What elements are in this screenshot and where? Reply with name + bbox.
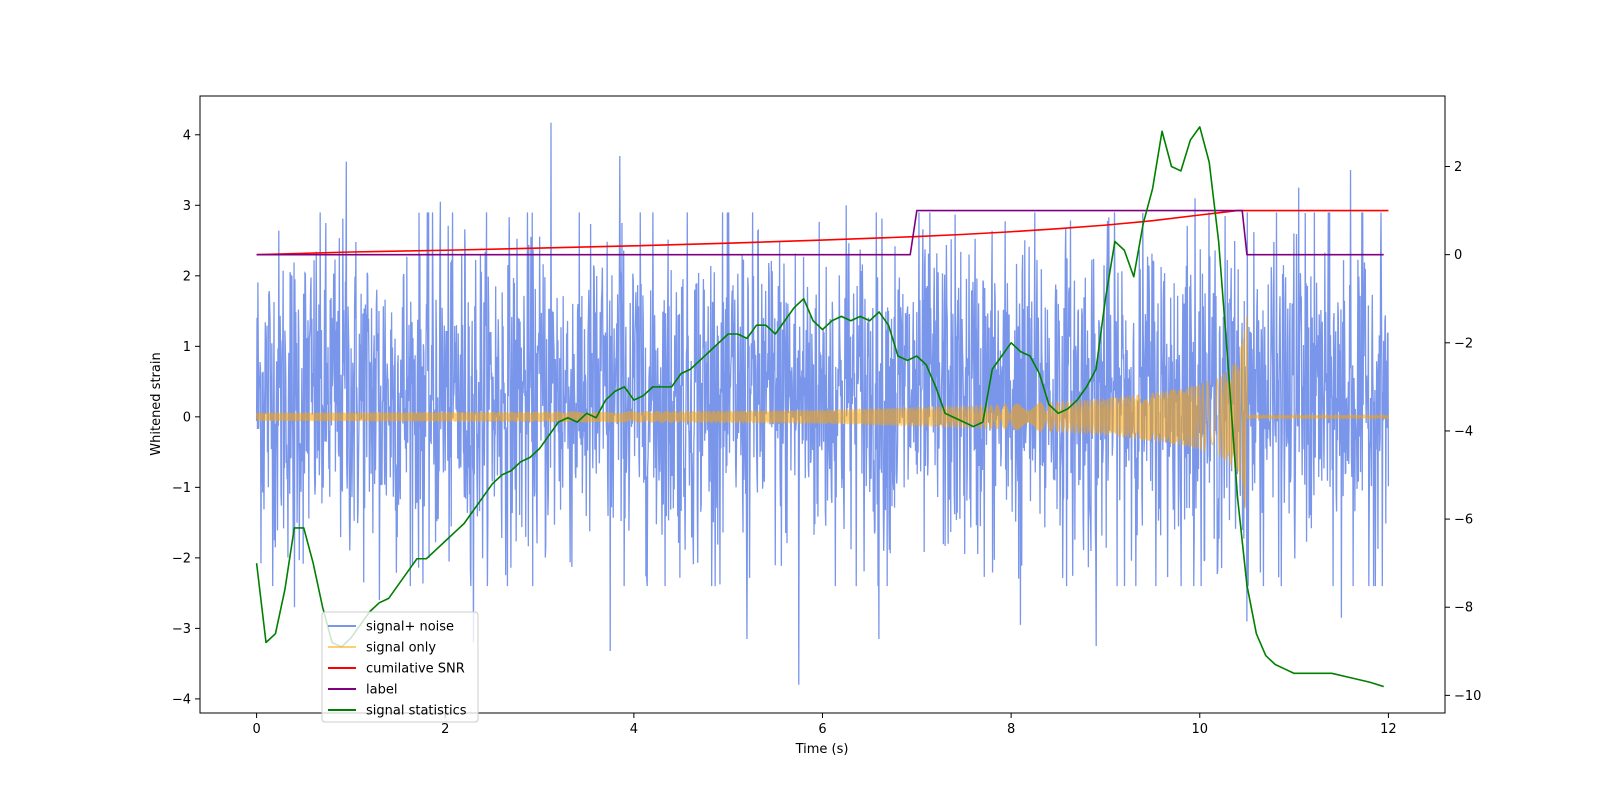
- x-axis-label: Time (s): [795, 742, 849, 757]
- y-tick-label: 2: [183, 269, 191, 284]
- y2-tick-label: −6: [1454, 513, 1473, 528]
- x-tick-label: 0: [252, 722, 260, 737]
- legend-label: cumilative SNR: [366, 662, 465, 677]
- y2-tick-label: −8: [1454, 601, 1473, 616]
- x-tick-label: 6: [818, 722, 826, 737]
- series-signal-only: [255, 315, 1390, 510]
- legend-label: signal statistics: [366, 704, 467, 719]
- y2-tick-label: 0: [1454, 248, 1462, 263]
- y2-tick-label: −10: [1454, 689, 1481, 704]
- y-tick-label: 3: [183, 199, 191, 214]
- legend-label: label: [366, 683, 397, 698]
- y2-tick-label: 2: [1454, 160, 1462, 175]
- x-tick-label: 10: [1191, 722, 1208, 737]
- x-tick-label: 12: [1380, 722, 1397, 737]
- series-signal-statistics: [255, 126, 1384, 688]
- x-tick-label: 2: [441, 722, 449, 737]
- y-tick-label: −3: [172, 622, 191, 637]
- y2-tick-label: −2: [1454, 336, 1473, 351]
- legend-label: signal only: [366, 641, 436, 656]
- legend-label: signal+ noise: [366, 620, 454, 635]
- legend: signal+ noise signal only cumilative SNR la…: [321, 611, 479, 723]
- y-tick-label: 1: [183, 340, 191, 355]
- y-axis-left: −4 −3 −2 −1 0 1 2 3 4: [172, 128, 200, 707]
- legend-box: [321, 611, 479, 723]
- y-axis-right: −10 −8 −6 −4 −2 0 2: [1445, 160, 1481, 704]
- y-tick-label: −4: [172, 692, 191, 707]
- series-label: [256, 209, 1384, 256]
- x-tick-label: 8: [1007, 722, 1015, 737]
- y-tick-label: −1: [172, 481, 191, 496]
- plot-area: [255, 122, 1390, 688]
- y-tick-label: 4: [183, 128, 191, 143]
- x-tick-label: 4: [630, 722, 638, 737]
- y2-tick-label: −4: [1454, 424, 1473, 439]
- y-tick-label: 0: [183, 410, 191, 425]
- y-axis-label: Whitened strain: [149, 352, 164, 455]
- y-tick-label: −2: [172, 551, 191, 566]
